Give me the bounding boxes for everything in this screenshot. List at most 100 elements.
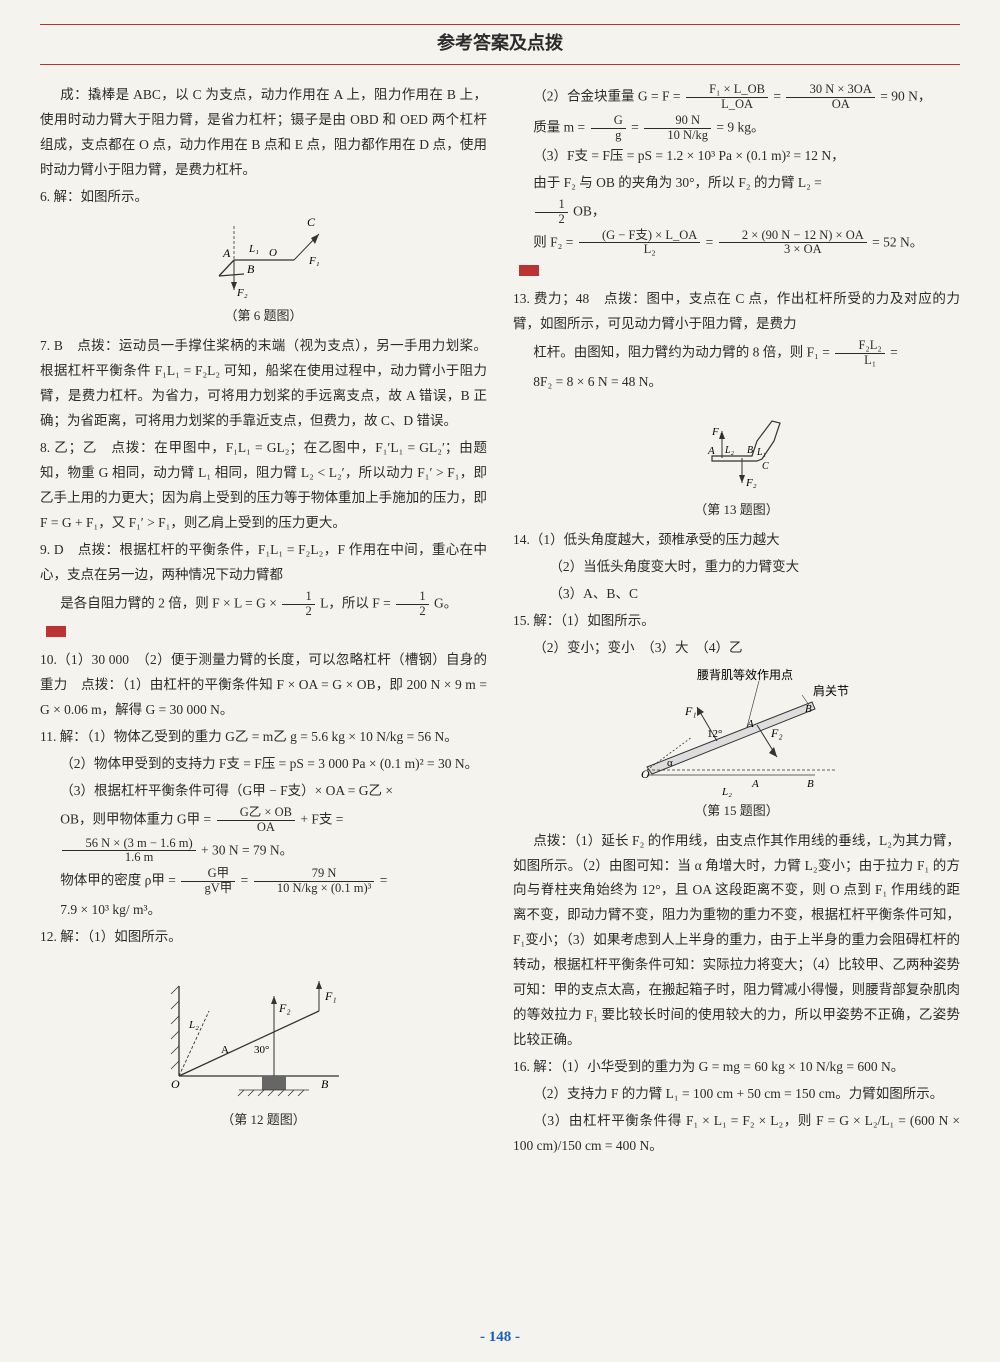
q16-2: （2）支持力 F 的力臂 L₁ = 100 cm + 50 cm = 150 c…	[513, 1082, 960, 1107]
q13-b: 杠杆。由图知，阻力臂约为动力臂的 8 倍，则 F₁ = F₂L₂L₁ =	[513, 339, 960, 368]
q9-text-b: 是各自阻力臂的 2 倍，则 F × L = G × 12 L，所以 F = 12…	[40, 590, 487, 619]
svg-text:α: α	[667, 757, 673, 769]
right-column: （2）合金块重量 G = F = F₁ × L_OBL_OA = 30 N × …	[513, 83, 960, 1161]
q13-b-post: =	[890, 344, 898, 359]
q12-2b-mid: =	[631, 119, 642, 134]
svg-text:L₂: L₂	[721, 786, 732, 797]
svg-text:C: C	[762, 461, 769, 472]
q12-3d-pre: 则 F₂ =	[533, 234, 576, 249]
svg-text:O: O	[641, 767, 650, 781]
svg-text:B: B	[807, 778, 814, 790]
q8-text: 8. 乙；乙 点拨：在甲图中，F₁L₁ = GL₂；在乙图中，F₁′L₁ = G…	[40, 436, 487, 536]
svg-text:F₂: F₂	[770, 726, 783, 740]
q12-3d: 则 F₂ = (G − F支) × L_OAL₂ = 2 × (90 N − 1…	[513, 229, 960, 258]
svg-text:B: B	[321, 1077, 329, 1091]
q13-c: 8F₂ = 8 × 6 N = 48 N。	[513, 370, 960, 395]
q11-3d: 物体甲的密度 ρ甲 = G甲gV甲 = 79 N10 N/kg × (0.1 m…	[40, 867, 487, 896]
svg-text:A: A	[222, 246, 231, 260]
q9-pre: 是各自阻力臂的 2 倍，则 F × L = G ×	[60, 595, 280, 610]
page-title: 参考答案及点拨	[40, 27, 960, 64]
frac-f1: F₁ × L_OBL_OA	[686, 83, 768, 112]
q12-label: 12. 解：（1）如图所示。	[40, 925, 487, 950]
q12-3b: 由于 F₂ 与 OB 的夹角为 30°，所以 F₂ 的力臂 L₂ =	[513, 171, 960, 196]
q11-3d-post: =	[380, 873, 388, 888]
q14-3: （3）A、B、C	[513, 582, 960, 607]
q13-caption: （第 13 题图）	[513, 498, 960, 522]
q14-2: （2）当低头角度变大时，重力的力臂变大	[513, 555, 960, 580]
frac-gz: G乙 × OBOA	[217, 806, 295, 835]
q11-3b: OB，则甲物体重力 G甲 = G乙 × OBOA + F支 =	[40, 806, 487, 835]
svg-text:A: A	[751, 778, 759, 790]
q9-post: G。	[434, 595, 457, 610]
svg-text:F₁: F₁	[711, 426, 723, 438]
svg-text:L₁: L₁	[248, 243, 259, 255]
svg-text:A: A	[221, 1044, 229, 1056]
q16-1: 16. 解：（1）小华受到的重力为 G = mg = 60 kg × 10 N/…	[513, 1055, 960, 1080]
frac-30: 30 N × 3OAOA	[786, 83, 875, 112]
q13-a: 13. 费力；48 点拨：图中，支点在 C 点，作出杠杆所受的力及对应的力臂，如…	[513, 287, 960, 337]
q15-dianbo: 点拨：（1）延长 F₂ 的作用线，由支点作其作用线的垂线，L₂为其力臂，如图所示…	[513, 829, 960, 1054]
q15-anno2: 肩关节	[813, 683, 849, 698]
svg-text:F₁: F₁	[324, 989, 337, 1003]
svg-text:B: B	[747, 445, 753, 456]
q11-3c: 56 N × (3 m − 1.6 m)1.6 m + 30 N = 79 N。	[40, 837, 487, 866]
frac-f2: (G − F支) × L_OAL₂	[579, 229, 701, 258]
svg-text:L₂: L₂	[188, 1019, 199, 1031]
svg-text:F₁: F₁	[308, 255, 320, 267]
q11-2: （2）物体甲受到的支持力 F支 = F压 = pS = 3 000 Pa × (…	[40, 752, 487, 777]
q7-text: 7. B 点拨：运动员一手撑住桨柄的末端（视为支点），另一手用力划桨。根据杠杆平…	[40, 334, 487, 434]
frac-half-1: 12	[282, 590, 315, 619]
q11-3a: （3）根据杠杆平衡条件可得（G甲 − F支）× OA = G乙 ×	[40, 779, 487, 804]
q11-1: 11. 解：（1）物体乙受到的重力 G乙 = m乙 g = 5.6 kg × 1…	[40, 725, 487, 750]
svg-text:A: A	[746, 718, 754, 730]
q11-3b-pre: OB，则甲物体重力 G甲 =	[60, 812, 214, 827]
q11-3c-post: + 30 N = 79 N。	[201, 842, 293, 857]
q12-2a: （2）合金块重量 G = F = F₁ × L_OBL_OA = 30 N × …	[513, 83, 960, 112]
q12-2a-pre: （2）合金块重量 G = F =	[533, 89, 684, 104]
svg-text:O: O	[269, 247, 277, 259]
svg-text:F₂: F₂	[745, 477, 757, 489]
q12-3c: 12 OB，	[513, 198, 960, 227]
q13-b-pre: 杠杆。由图知，阻力臂约为动力臂的 8 倍，则 F₁ =	[533, 344, 833, 359]
q11-3d-mid: =	[241, 873, 252, 888]
page: 参考答案及点拨 成：撬棒是 ABC，以 C 为支点，动力作用在 A 上，阻力作用…	[0, 0, 1000, 1362]
q15-anno1: 腰背肌等效作用点	[697, 667, 793, 682]
frac-90: 90 N10 N/kg	[644, 114, 711, 143]
q12-3a: （3）F支 = F压 = pS = 1.2 × 10³ Pa × (0.1 m)…	[513, 144, 960, 169]
svg-text:L₁: L₁	[756, 447, 766, 458]
frac-g: Gg	[591, 114, 626, 143]
q6-caption: （第 6 题图）	[40, 304, 487, 328]
svg-text:L₂: L₂	[724, 445, 735, 456]
intro-text: 成：撬棒是 ABC，以 C 为支点，动力作用在 A 上，阻力作用在 B 上，使用…	[40, 83, 487, 183]
q14-1: 14.（1）低头角度越大，颈椎承受的压力越大	[513, 528, 960, 553]
q9-text-a: 9. D 点拨：根据杠杆的平衡条件，F₁L₁ = F₂L₂，F 作用在中间，重心…	[40, 538, 487, 588]
q12-2b-pre: 质量 m =	[533, 119, 588, 134]
columns: 成：撬棒是 ABC，以 C 为支点，动力作用在 A 上，阻力作用在 B 上，使用…	[40, 83, 960, 1161]
q6-diagram: A B C O L₁ F₁ F₂	[40, 216, 487, 302]
frac-rho2: 79 N10 N/kg × (0.1 m)³	[254, 867, 375, 896]
svg-text:F₂: F₂	[236, 287, 248, 299]
svg-text:C: C	[307, 216, 316, 229]
q12-2a-post: = 90 N，	[880, 89, 931, 104]
q12-3d-post: = 52 N。	[872, 234, 923, 249]
section-marker-3	[519, 265, 539, 276]
q11-3e: 7.9 × 10³ kg/ m³。	[40, 898, 487, 923]
q10-text: 10.（1）30 000 （2）便于测量力臂的长度，可以忽略杠杆（槽钢）自身的重…	[40, 648, 487, 723]
q12-2b-post: = 9 kg。	[716, 119, 764, 134]
q6-label: 6. 解：如图所示。	[40, 185, 487, 210]
page-number: - 148 -	[0, 1324, 1000, 1352]
svg-text:B: B	[247, 262, 255, 276]
svg-text:12°: 12°	[707, 728, 722, 740]
frac-f2l2: F₂L₂L₁	[835, 339, 885, 368]
q9-mid: L，所以 F =	[320, 595, 394, 610]
q12-3c-post: OB，	[573, 204, 605, 219]
q11-3d-pre: 物体甲的密度 ρ甲 =	[60, 873, 179, 888]
q12-2b: 质量 m = Gg = 90 N10 N/kg = 9 kg。	[513, 114, 960, 143]
frac-f2b: 2 × (90 N − 12 N) × OA3 × OA	[719, 229, 867, 258]
svg-text:F₂: F₂	[278, 1001, 291, 1015]
q15-caption: （第 15 题图）	[513, 799, 960, 823]
svg-text:O: O	[171, 1077, 180, 1091]
q16-3: （3）由杠杆平衡条件得 F₁ × L₁ = F₂ × L₂，则 F = G × …	[513, 1109, 960, 1159]
svg-text:A: A	[707, 445, 715, 457]
frac-half-3: 12	[535, 198, 568, 227]
